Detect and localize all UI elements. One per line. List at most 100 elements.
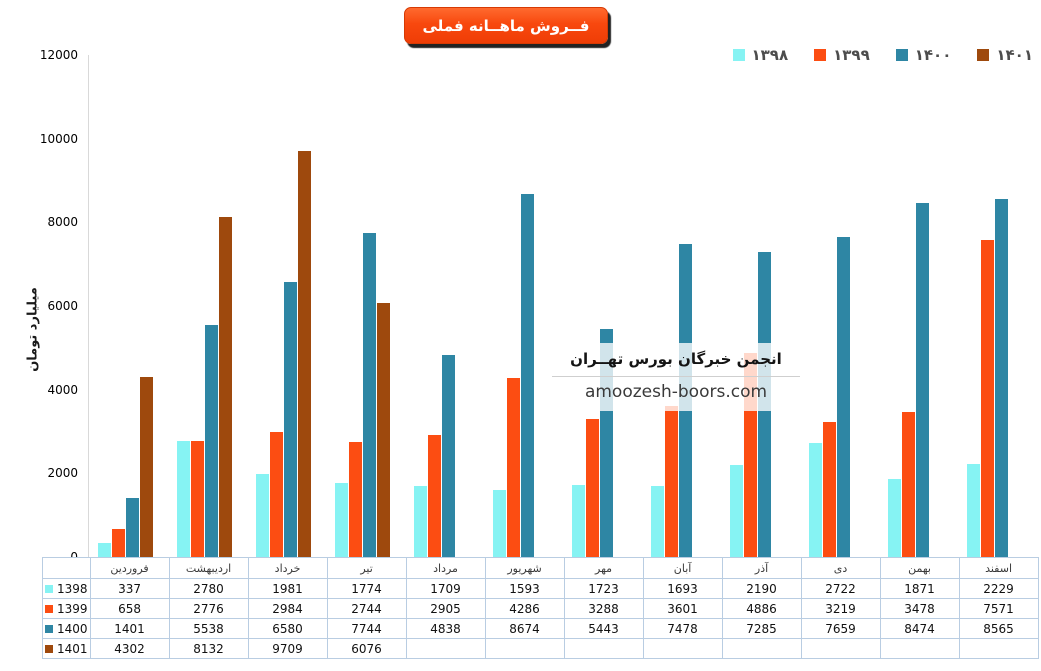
table-value-1398-آبان: 1693 xyxy=(642,578,723,599)
legend-label-1401: ۱۴۰۱ xyxy=(996,46,1033,64)
table-value-1401-فروردین: 4302 xyxy=(89,638,170,659)
y-tick-label-2000: 2000 xyxy=(47,466,78,481)
bar-1399-آبان xyxy=(665,406,678,557)
table-value-1400-مهر: 5443 xyxy=(563,618,644,639)
chart-title-badge: فــروش ماهــانه فملی xyxy=(404,7,608,44)
table-month-header-آبان: آبان xyxy=(642,557,723,579)
table-value-1398-بهمن: 1871 xyxy=(879,578,960,599)
legend-swatch-1401 xyxy=(977,49,990,61)
bar-1400-اردیبهشت xyxy=(205,325,218,557)
bar-group-تیر xyxy=(325,55,404,557)
bar-1400-اسفند xyxy=(995,198,1008,557)
bar-group-مرداد xyxy=(404,55,483,557)
bar-1400-مرداد xyxy=(442,354,455,557)
table-month-header-مهر: مهر xyxy=(563,557,644,579)
table-month-header-آذر: آذر xyxy=(721,557,802,579)
legend-item-1399: ۱۳۹۹ xyxy=(814,46,870,64)
legend-label-1398: ۱۳۹۸ xyxy=(751,46,789,64)
bar-1399-دی xyxy=(823,422,836,557)
bar-1400-بهمن xyxy=(916,202,929,557)
table-series-label-1398: 1398 xyxy=(42,578,91,599)
bar-1399-فروردین xyxy=(112,529,125,557)
bar-group-شهریور xyxy=(483,55,562,557)
table-value-1399-آبان: 3601 xyxy=(642,598,723,619)
bar-group-اسفند xyxy=(957,55,1036,557)
bar-1401-اردیبهشت xyxy=(219,216,232,557)
bar-1400-دی xyxy=(837,236,850,557)
table-row-1400: 1400 1401 5538 6580 7744 4838 8674 5443 7478 7285… xyxy=(42,618,1039,639)
bar-1399-بهمن xyxy=(902,411,915,557)
table-series-swatch-1398 xyxy=(45,585,53,593)
y-axis-title: میلیارد تومان xyxy=(25,287,41,372)
bar-1401-خرداد xyxy=(298,150,311,557)
bar-1398-خرداد xyxy=(256,474,269,557)
table-row-1398: 1398 337 2780 1981 1774 1709 1593 1723 1693 2190 2… xyxy=(42,578,1039,599)
plot-area xyxy=(88,55,1036,557)
table-series-swatch-1401 xyxy=(45,645,53,653)
bar-group-فروردین xyxy=(88,55,167,557)
bar-group-آذر xyxy=(720,55,799,557)
table-month-header-خرداد: خرداد xyxy=(247,557,328,579)
table-month-header-شهریور: شهریور xyxy=(484,557,565,579)
table-value-1400-اسفند: 8565 xyxy=(958,618,1039,639)
bar-1399-اردیبهشت xyxy=(191,440,204,557)
table-value-1401-شهریور xyxy=(484,638,565,659)
table-value-1399-فروردین: 658 xyxy=(89,598,170,619)
table-value-1400-دی: 7659 xyxy=(800,618,881,639)
table-month-header-اسفند: اسفند xyxy=(958,557,1039,579)
table-value-1400-تیر: 7744 xyxy=(326,618,407,639)
bar-group-اردیبهشت xyxy=(167,55,246,557)
table-value-1401-بهمن xyxy=(879,638,960,659)
watermark-url: amoozesh-boors.com xyxy=(584,382,768,402)
table-value-1401-مرداد xyxy=(405,638,486,659)
bar-1399-مهر xyxy=(586,419,599,557)
table-value-1399-مرداد: 2905 xyxy=(405,598,486,619)
table-corner-cell xyxy=(42,557,91,579)
bar-1400-تیر xyxy=(363,233,376,557)
watermark-title: انجمن خبرگان بورس تهــران xyxy=(570,350,782,368)
table-value-1398-آذر: 2190 xyxy=(721,578,802,599)
table-header-row: فروردین اردیبهشت خرداد تیر مرداد شهریور مهر آبا… xyxy=(42,557,1039,579)
legend-item-1400: ۱۴۰۰ xyxy=(895,46,952,64)
bar-1398-مهر xyxy=(572,484,585,557)
table-value-1398-مهر: 1723 xyxy=(563,578,644,599)
table-value-1400-اردیبهشت: 5538 xyxy=(168,618,249,639)
bar-group-دی xyxy=(799,55,878,557)
bar-group-بهمن xyxy=(878,55,957,557)
table-row-1399: 1399 658 2776 2984 2744 2905 4286 3288 3601 4886 3… xyxy=(42,598,1039,619)
table-series-label-1400: 1400 xyxy=(42,618,91,639)
chart-title: فــروش ماهــانه فملی xyxy=(422,16,590,35)
bar-1399-مرداد xyxy=(428,435,441,557)
table-month-header-بهمن: بهمن xyxy=(879,557,960,579)
bar-1401-فروردین xyxy=(140,377,153,557)
legend-label-1400: ۱۴۰۰ xyxy=(914,46,952,64)
table-value-1401-آبان xyxy=(642,638,723,659)
legend-swatch-1398 xyxy=(732,49,745,61)
table-value-1400-خرداد: 6580 xyxy=(247,618,328,639)
bar-1399-شهریور xyxy=(507,377,520,557)
table-value-1401-اردیبهشت: 8132 xyxy=(168,638,249,659)
legend-swatch-1399 xyxy=(814,49,827,61)
table-value-1398-اردیبهشت: 2780 xyxy=(168,578,249,599)
legend-label-1399: ۱۳۹۹ xyxy=(833,46,870,64)
bar-1398-شهریور xyxy=(493,490,506,557)
bar-1398-دی xyxy=(809,443,822,557)
table-month-header-مرداد: مرداد xyxy=(405,557,486,579)
table-value-1399-دی: 3219 xyxy=(800,598,881,619)
table-value-1399-آذر: 4886 xyxy=(721,598,802,619)
table-value-1400-شهریور: 8674 xyxy=(484,618,565,639)
legend-item-1398: ۱۳۹۸ xyxy=(732,46,789,64)
bar-1398-آبان xyxy=(651,486,664,557)
table-series-label-1399: 1399 xyxy=(42,598,91,619)
table-value-1399-بهمن: 3478 xyxy=(879,598,960,619)
table-value-1398-اسفند: 2229 xyxy=(958,578,1039,599)
table-value-1399-شهریور: 4286 xyxy=(484,598,565,619)
bar-group-آبان xyxy=(641,55,720,557)
table-value-1401-مهر xyxy=(563,638,644,659)
bar-group-خرداد xyxy=(246,55,325,557)
bar-1399-خرداد xyxy=(270,432,283,557)
table-value-1398-دی: 2722 xyxy=(800,578,881,599)
table-value-1401-آذر xyxy=(721,638,802,659)
bar-1398-فروردین xyxy=(98,542,111,557)
